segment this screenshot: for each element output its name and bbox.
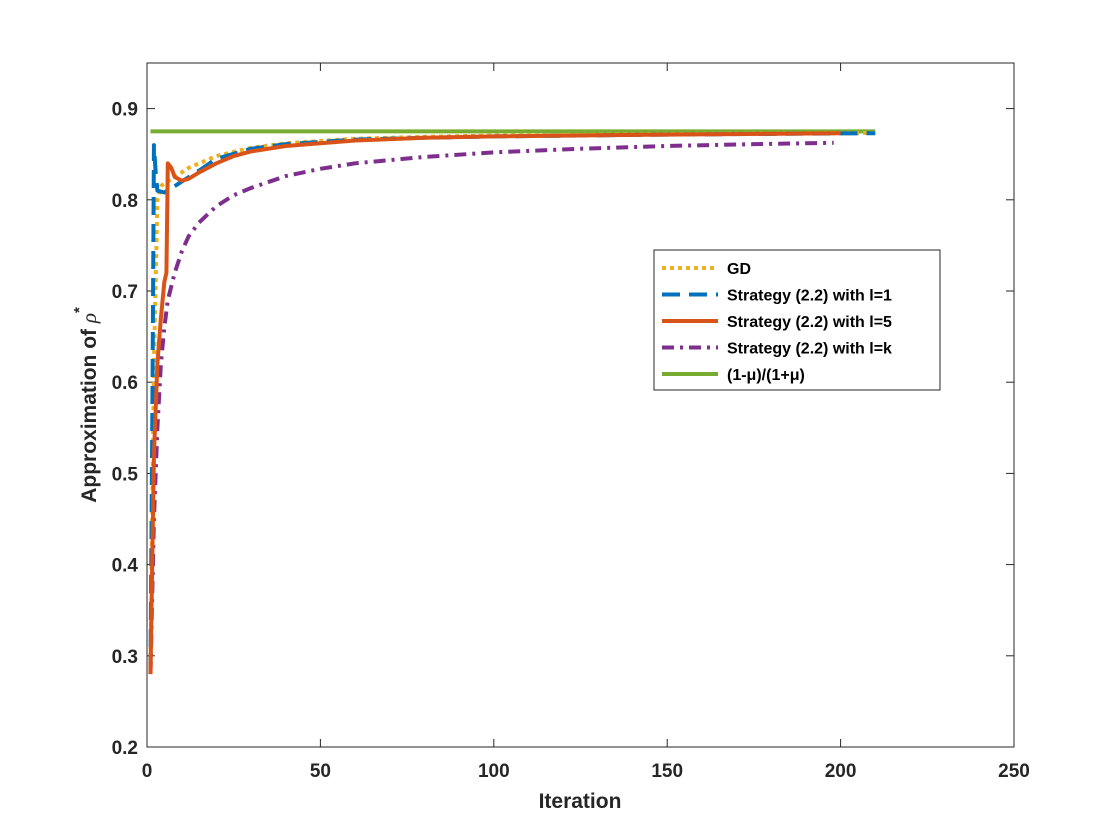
legend: GD Strategy (2.2) with l=1 Strategy (2.2) …: [653, 249, 941, 391]
plot-area: [146, 62, 1015, 748]
series-line-3: [148, 140, 834, 675]
series-line-2: [148, 131, 841, 675]
legend-label-4: (1-μ)/(1+μ): [727, 367, 805, 384]
x-tick-label: 0: [142, 761, 153, 782]
x-tick-label: 50: [310, 761, 331, 782]
y-axis-label-superscript: *: [71, 307, 88, 313]
x-tick-label: 150: [651, 761, 683, 782]
y-tick-label: 0.7: [112, 282, 138, 303]
y-tick-label: 0.8: [112, 191, 138, 212]
y-tick-label: 0.2: [112, 738, 138, 759]
y-axis-label-symbol: ρ: [77, 313, 101, 324]
y-tick-label: 0.3: [112, 647, 138, 668]
axis-ticks: 0 50 100 150 200 250 0.2 0.3 0.4 0.5 0.6 0.7 0.8 0.9: [112, 63, 1030, 782]
y-axis-label-main: Approximation of: [78, 323, 101, 503]
legend-label-3: Strategy (2.2) with l=k: [727, 341, 892, 358]
x-tick-label: 250: [998, 761, 1030, 782]
legend-label-1: Strategy (2.2) with l=1: [727, 288, 892, 305]
legend-label-2: Strategy (2.2) with l=5: [727, 314, 892, 331]
y-tick-label: 0.6: [112, 373, 138, 394]
series-layer: [148, 129, 876, 675]
y-axis-label: Approximation of ρ*: [71, 307, 101, 503]
y-tick-label: 0.5: [112, 464, 139, 485]
y-tick-label: 0.9: [112, 100, 138, 121]
x-tick-label: 200: [825, 761, 857, 782]
x-axis-label: Iteration: [539, 790, 622, 813]
x-tick-label: 100: [478, 761, 510, 782]
y-tick-label: 0.4: [112, 556, 139, 577]
legend-label-0: GD: [727, 261, 751, 278]
